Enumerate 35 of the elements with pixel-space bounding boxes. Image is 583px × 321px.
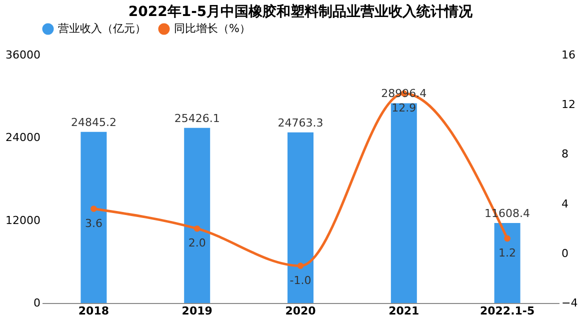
bar [494,223,520,303]
point [90,206,97,212]
bar [390,103,417,303]
data-label: 2.0 [188,236,206,250]
data-label: 24763.3 [278,116,324,130]
y-tick-label: 0 [34,296,40,310]
y2-tick-label: 16 [562,48,576,62]
x-tick-label: 2021 [388,304,420,318]
x-tick-label: 2019 [182,304,212,318]
point [297,262,304,269]
legend-label: 同比增长（%） [174,22,250,35]
data-label: 25426.1 [174,112,220,125]
y2-tick-label: 0 [562,246,568,260]
bar [184,128,210,303]
y2-tick-label: 4 [562,197,568,210]
data-label: 1.2 [498,246,516,260]
data-label: 3.6 [84,216,102,230]
bar [80,132,107,303]
x-tick-label: 2020 [285,304,316,318]
legend-label: 营业收入（亿元） [58,22,146,35]
x-tick-label: 2022.1-5 [480,304,535,318]
chart-title: 2022年1-5月中国橡胶和塑料制品业营业收入统计情况 [128,3,474,20]
y-tick-label: 36000 [6,48,40,62]
data-label: -1.0 [290,274,312,287]
y2-tick-label: 8 [562,148,568,161]
bar [288,132,314,303]
data-label: 12.9 [392,101,416,114]
y2-tick-label: −4 [562,296,578,310]
y-tick-label: 12000 [6,214,40,227]
point [504,235,510,242]
point [194,225,200,232]
y-tick-label: 24000 [6,131,40,144]
data-label: 24845.2 [70,116,116,129]
x-tick-label: 2018 [78,304,110,318]
y2-tick-label: 12 [562,98,576,112]
